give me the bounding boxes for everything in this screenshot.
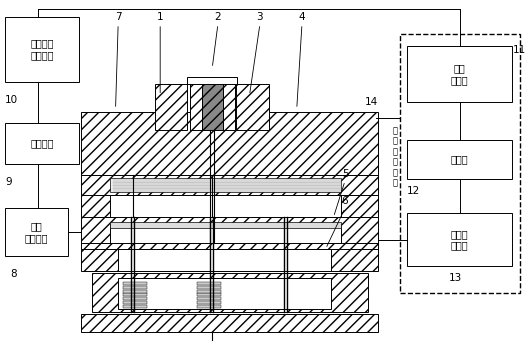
- Bar: [81, 195, 378, 217]
- Bar: [197, 297, 221, 300]
- Text: 1: 1: [157, 12, 163, 22]
- Bar: [81, 243, 378, 249]
- Bar: [123, 290, 147, 293]
- Text: 13: 13: [449, 273, 462, 283]
- Bar: [236, 84, 269, 130]
- Bar: [118, 249, 331, 271]
- Bar: [400, 34, 520, 293]
- Bar: [407, 140, 512, 179]
- Bar: [123, 293, 147, 296]
- Bar: [190, 84, 235, 130]
- Bar: [123, 305, 147, 308]
- Text: 气体
压缩机: 气体 压缩机: [451, 63, 468, 85]
- Bar: [110, 178, 341, 192]
- Bar: [81, 249, 378, 271]
- Text: 14: 14: [365, 98, 378, 107]
- Bar: [155, 84, 187, 130]
- Bar: [81, 175, 378, 195]
- Bar: [197, 305, 221, 308]
- Text: 10: 10: [5, 95, 19, 105]
- Text: 3: 3: [257, 12, 263, 22]
- Bar: [223, 84, 235, 130]
- Bar: [81, 112, 378, 175]
- Bar: [197, 286, 221, 289]
- Bar: [123, 286, 147, 289]
- Text: 控制装置: 控制装置: [30, 138, 54, 148]
- Bar: [123, 301, 147, 304]
- Text: 储气罐: 储气罐: [451, 154, 468, 164]
- Text: 9: 9: [5, 177, 12, 187]
- Text: 11: 11: [513, 45, 526, 55]
- Bar: [5, 208, 68, 256]
- Text: 4: 4: [299, 12, 305, 22]
- Bar: [197, 290, 221, 293]
- Bar: [407, 213, 512, 266]
- Text: 气
体
控
制
装
置: 气 体 控 制 装 置: [393, 127, 398, 187]
- Bar: [187, 74, 238, 84]
- Bar: [123, 297, 147, 300]
- Bar: [187, 77, 238, 84]
- Text: 5: 5: [342, 169, 349, 179]
- Bar: [81, 217, 378, 243]
- Bar: [81, 314, 378, 332]
- Bar: [118, 278, 331, 309]
- Text: 7: 7: [115, 12, 122, 22]
- Bar: [123, 282, 147, 285]
- Bar: [110, 195, 341, 217]
- Bar: [5, 123, 79, 164]
- Bar: [92, 273, 368, 312]
- Bar: [202, 84, 223, 130]
- Text: 气辅压力
调节装置: 气辅压力 调节装置: [30, 39, 54, 60]
- Text: 2: 2: [215, 12, 221, 22]
- Bar: [407, 46, 512, 102]
- Text: 6: 6: [342, 196, 349, 206]
- Text: 12: 12: [407, 186, 420, 196]
- Text: 8: 8: [11, 269, 17, 279]
- Text: 信号
处理装置: 信号 处理装置: [25, 221, 49, 243]
- Bar: [5, 17, 79, 82]
- Bar: [197, 282, 221, 285]
- Bar: [197, 293, 221, 296]
- Bar: [110, 222, 341, 228]
- Bar: [197, 301, 221, 304]
- Bar: [110, 224, 341, 243]
- Text: 气辅开
关装置: 气辅开 关装置: [451, 229, 468, 250]
- Bar: [190, 84, 202, 130]
- Bar: [400, 34, 520, 293]
